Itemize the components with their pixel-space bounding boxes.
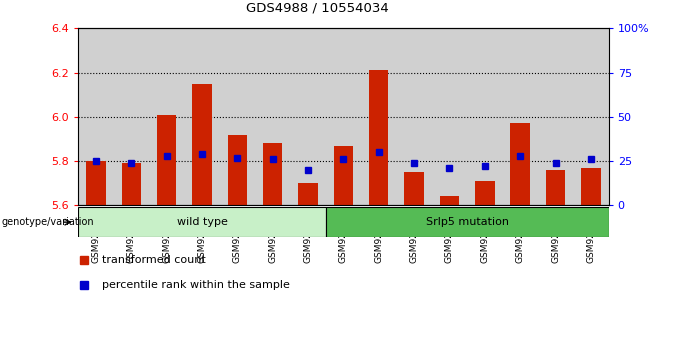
Bar: [78, 28, 114, 205]
Bar: [503, 28, 538, 205]
Bar: [299, 183, 318, 205]
Bar: [157, 115, 176, 205]
Bar: [440, 196, 459, 205]
Bar: [78, 207, 326, 237]
Text: Srlp5 mutation: Srlp5 mutation: [426, 217, 509, 227]
Text: transformed count: transformed count: [102, 255, 206, 265]
Bar: [475, 181, 494, 205]
Bar: [334, 145, 353, 205]
Bar: [511, 124, 530, 205]
Bar: [263, 143, 282, 205]
Bar: [369, 70, 388, 205]
Text: genotype/variation: genotype/variation: [1, 217, 94, 227]
Bar: [546, 170, 565, 205]
Bar: [255, 28, 290, 205]
Bar: [538, 28, 573, 205]
Bar: [290, 28, 326, 205]
Text: percentile rank within the sample: percentile rank within the sample: [102, 280, 290, 290]
Bar: [405, 172, 424, 205]
Bar: [326, 28, 361, 205]
Bar: [573, 28, 609, 205]
Text: wild type: wild type: [177, 217, 227, 227]
Bar: [361, 28, 396, 205]
Bar: [326, 207, 609, 237]
Text: GDS4988 / 10554034: GDS4988 / 10554034: [245, 1, 388, 14]
Bar: [581, 168, 600, 205]
Bar: [467, 28, 503, 205]
Bar: [228, 135, 247, 205]
Bar: [149, 28, 184, 205]
Bar: [220, 28, 255, 205]
Bar: [192, 84, 211, 205]
Bar: [396, 28, 432, 205]
Bar: [184, 28, 220, 205]
Bar: [122, 163, 141, 205]
Bar: [432, 28, 467, 205]
Bar: [114, 28, 149, 205]
Bar: [86, 161, 105, 205]
